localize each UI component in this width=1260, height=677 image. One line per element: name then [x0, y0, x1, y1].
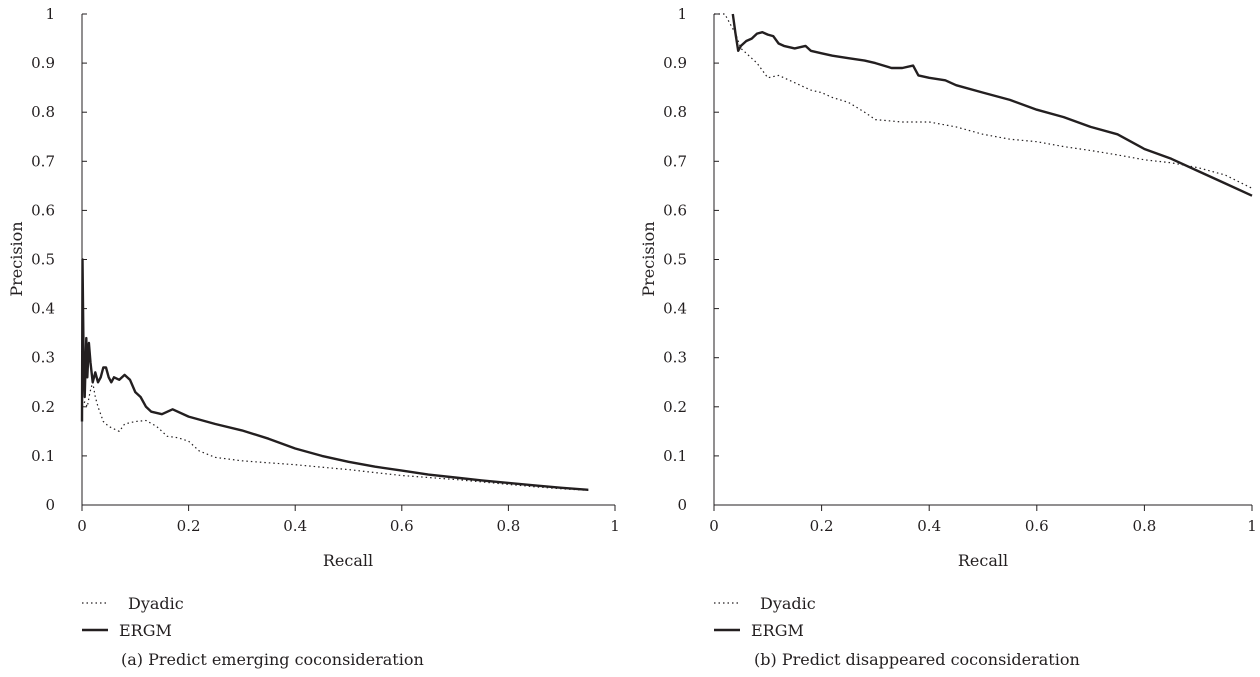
panel-a-y-tick-label: 0.4 — [31, 300, 55, 318]
panel-b-y-tick-label: 1 — [677, 5, 687, 23]
panel-b-y-tick-label: 0.1 — [663, 447, 687, 465]
panel-a-caption: (a) Predict emerging coconsideration — [121, 650, 424, 669]
panel-a-y-tick-label: 0.3 — [31, 349, 55, 367]
panel-a-series-ergm-line — [80, 258, 589, 491]
panel-a-x-tick-label: 1 — [610, 517, 620, 535]
panel-b-series-dyadic-line — [714, 13, 1253, 189]
panel-a-y-tick-label: 0 — [45, 496, 55, 514]
panel-a-y-tick-label: 0.1 — [31, 447, 55, 465]
panel-b-series-ergm-line — [731, 13, 1253, 197]
panel-a-y-tick-label: 0.8 — [31, 103, 55, 121]
panel-a-series-dyadic-line — [81, 381, 589, 491]
panel-a-x-ticks: 0 0.2 0.4 0.6 0.8 1 — [77, 505, 620, 535]
panel-b-legend: Dyadic ERGM — [714, 594, 816, 640]
panel-b-y-axis-label: Precision — [639, 221, 658, 296]
panel-a-y-ticks: 0 0.1 0.2 0.3 0.4 0.5 0.6 0.7 0.8 0.9 1 — [31, 5, 87, 514]
panel-a-y-tick-label: 0.2 — [31, 398, 55, 416]
panel-a-x-tick-label: 0.6 — [390, 517, 414, 535]
panel-a-y-axis-label: Precision — [7, 221, 26, 296]
panel-b-y-tick-label: 0.5 — [663, 251, 687, 269]
panel-b-x-tick-label: 0.8 — [1132, 517, 1156, 535]
panel-a-series — [80, 258, 589, 491]
panel-a-x-axis-label: Recall — [323, 551, 373, 570]
panel-a-y-tick-label: 0.6 — [31, 201, 55, 219]
panel-b-legend-ergm-label: ERGM — [751, 621, 804, 640]
panel-b-x-tick-label: 0 — [709, 517, 719, 535]
panel-a-y-tick-label: 0.7 — [31, 152, 55, 170]
panel-b-y-tick-label: 0.8 — [663, 103, 687, 121]
panel-a-x-tick-label: 0.4 — [283, 517, 307, 535]
panel-a-x-tick-label: 0.2 — [177, 517, 201, 535]
panel-b-y-tick-label: 0.6 — [663, 201, 687, 219]
panel-b-y-tick-label: 0.9 — [663, 54, 687, 72]
panel-a-legend-ergm-label: ERGM — [119, 621, 172, 640]
panel-a-legend: Dyadic ERGM — [82, 594, 184, 640]
panel-a: 0 0.1 0.2 0.3 0.4 0.5 0.6 0.7 0.8 0.9 1 0 0.2 0.4 0.6… — [7, 5, 620, 669]
panel-b-caption: (b) Predict disappeared coconsideration — [754, 650, 1080, 669]
panel-b-x-tick-label: 1 — [1247, 517, 1257, 535]
panel-b-legend-dyadic-label: Dyadic — [760, 594, 816, 613]
panel-a-x-tick-label: 0 — [77, 517, 87, 535]
panel-b-y-tick-label: 0.3 — [663, 349, 687, 367]
panel-b-x-tick-label: 0.2 — [810, 517, 834, 535]
panel-b-series — [714, 13, 1253, 197]
panel-b-y-tick-label: 0.2 — [663, 398, 687, 416]
panel-b-y-ticks: 0 0.1 0.2 0.3 0.4 0.5 0.6 0.7 0.8 0.9 1 — [663, 5, 719, 514]
panel-a-y-tick-label: 0.5 — [31, 251, 55, 269]
panel-a-y-tick-label: 1 — [45, 5, 55, 23]
panel-b-x-tick-label: 0.4 — [917, 517, 941, 535]
panel-b-x-tick-label: 0.6 — [1025, 517, 1049, 535]
panel-a-legend-dyadic-label: Dyadic — [128, 594, 184, 613]
panel-a-x-tick-label: 0.8 — [496, 517, 520, 535]
panel-b-y-tick-label: 0.7 — [663, 152, 687, 170]
panel-a-y-tick-label: 0.9 — [31, 54, 55, 72]
panel-b: 0 0.1 0.2 0.3 0.4 0.5 0.6 0.7 0.8 0.9 1 0 0.2 0.4 0.6… — [639, 5, 1257, 669]
panel-b-x-ticks: 0 0.2 0.4 0.6 0.8 1 — [709, 505, 1257, 535]
panel-b-x-axis-label: Recall — [958, 551, 1008, 570]
panel-b-y-tick-label: 0 — [677, 496, 687, 514]
panel-b-y-tick-label: 0.4 — [663, 300, 687, 318]
